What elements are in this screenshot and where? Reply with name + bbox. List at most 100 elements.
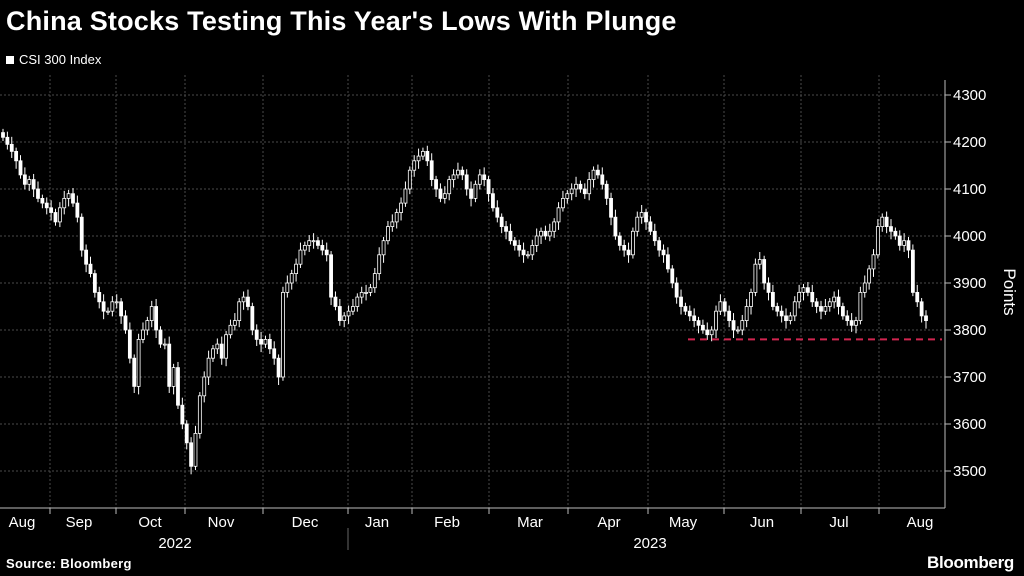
candle-body: [246, 296, 250, 307]
candle-body: [281, 291, 285, 378]
candle-body: [880, 216, 885, 227]
candle-body: [504, 226, 508, 232]
candle-body: [617, 235, 622, 246]
candle-body: [202, 376, 207, 397]
candle-body: [749, 291, 753, 307]
candle-body: [219, 343, 224, 359]
candle-body: [644, 212, 648, 223]
candle-body: [565, 193, 570, 199]
candle-body: [289, 273, 294, 284]
chart-title: China Stocks Testing This Year's Lows Wi…: [6, 6, 677, 36]
candle-body: [324, 249, 329, 256]
candle-body: [635, 216, 640, 232]
candle-body: [298, 249, 303, 265]
candle-body: [696, 320, 701, 326]
candle-body: [797, 291, 802, 303]
candle-body: [425, 150, 430, 162]
candle-body: [814, 301, 819, 307]
candle-body: [587, 179, 592, 195]
candle-body: [119, 301, 124, 317]
y-tick-label: 3900: [953, 275, 986, 292]
candle-body: [44, 202, 49, 209]
candle-body: [460, 169, 465, 176]
candle-body: [889, 226, 893, 232]
candle-body: [919, 301, 924, 317]
candle-body: [451, 174, 456, 180]
x-tick-label: Sep: [66, 514, 93, 531]
candle-body: [547, 230, 552, 237]
candle-body: [871, 254, 876, 270]
candle-body: [784, 315, 788, 321]
candle-body: [359, 291, 364, 298]
candle-body: [285, 282, 290, 293]
candle-body: [302, 244, 307, 251]
x-tick-label: Aug: [907, 514, 934, 531]
x-tick-label: Jun: [750, 514, 774, 531]
candle-body: [97, 291, 102, 303]
candle-body: [158, 329, 163, 345]
candle-body: [508, 230, 513, 242]
candle-body: [162, 343, 167, 346]
candle-body: [858, 291, 863, 321]
candle-body: [600, 174, 605, 185]
candle-body: [101, 301, 106, 312]
candle-body: [569, 188, 574, 195]
candle-body: [106, 310, 110, 313]
candle-body: [727, 310, 732, 322]
candle-body: [736, 329, 740, 332]
candle-body: [193, 432, 198, 467]
candle-body: [84, 249, 89, 265]
candle-body: [491, 193, 495, 209]
candle-body: [316, 240, 320, 246]
candle-body: [180, 404, 185, 425]
candle-body: [215, 343, 220, 350]
candle-body: [788, 315, 793, 321]
candle-body: [40, 197, 45, 204]
candle-body: [136, 338, 141, 387]
candle-body: [845, 315, 850, 321]
candle-body: [442, 193, 447, 199]
candle-body: [307, 240, 312, 246]
candle-body: [631, 230, 635, 256]
candle-body: [346, 310, 351, 317]
candle-body: [683, 306, 688, 312]
candle-body: [132, 357, 137, 387]
candle-body: [294, 263, 298, 275]
candle-body: [447, 179, 452, 195]
candle-body: [473, 183, 478, 199]
candle-body: [701, 324, 705, 331]
candle-body: [377, 254, 382, 275]
candle-body: [849, 320, 854, 326]
candle-body: [687, 310, 692, 317]
candle-body: [626, 249, 631, 256]
candle-body: [421, 150, 425, 157]
candle-body: [530, 244, 535, 256]
candle-body: [810, 291, 815, 303]
candle-body: [434, 179, 438, 190]
candle-body: [399, 202, 403, 213]
candle-body: [71, 193, 75, 204]
candle-body: [241, 296, 246, 303]
candle-body: [482, 174, 487, 180]
candle-body: [753, 263, 758, 293]
candle-body: [66, 193, 71, 199]
candle-body: [705, 329, 710, 336]
legend-label: CSI 300 Index: [19, 52, 102, 67]
candle-body: [232, 320, 237, 326]
candle-body: [543, 230, 548, 237]
candle-body: [740, 320, 745, 331]
candle-body: [36, 188, 40, 199]
candle-body: [639, 212, 644, 218]
y-tick-label: 4000: [953, 228, 986, 245]
candle-body: [499, 216, 504, 227]
candle-body: [88, 263, 93, 275]
candle-body: [79, 216, 84, 251]
year-label: 2022: [158, 535, 191, 552]
candle-body: [486, 179, 491, 195]
candle-body: [679, 296, 683, 307]
candle-body: [259, 338, 263, 345]
y-tick-label: 4200: [953, 134, 986, 151]
candle-body: [657, 240, 662, 251]
candle-body: [622, 244, 627, 251]
